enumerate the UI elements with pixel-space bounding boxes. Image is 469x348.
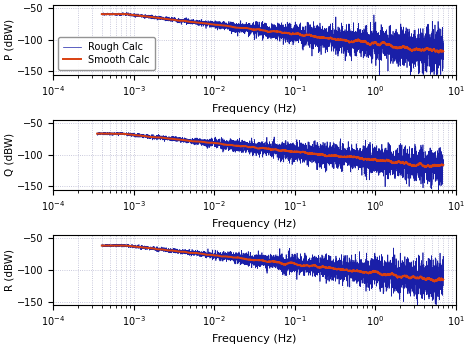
- Rough Calc: [99, 12, 105, 16]
- Y-axis label: P (dBW): P (dBW): [4, 19, 14, 60]
- Smooth Calc: [99, 12, 105, 16]
- Y-axis label: R (dBW): R (dBW): [4, 249, 14, 291]
- Rough Calc: [237, 254, 243, 258]
- Rough Calc: [408, 72, 413, 77]
- Smooth Calc: [248, 145, 253, 149]
- Smooth Calc: [142, 134, 148, 138]
- Smooth Calc: [116, 243, 122, 247]
- Smooth Calc: [237, 256, 243, 260]
- Rough Calc: [436, 188, 441, 192]
- Rough Calc: [272, 148, 278, 152]
- X-axis label: Frequency (Hz): Frequency (Hz): [212, 104, 297, 114]
- Rough Calc: [94, 132, 100, 136]
- Smooth Calc: [340, 268, 345, 272]
- Smooth Calc: [204, 253, 209, 257]
- Rough Calc: [340, 30, 345, 34]
- Smooth Calc: [436, 50, 441, 55]
- Y-axis label: Q (dBW): Q (dBW): [4, 133, 14, 176]
- Smooth Calc: [151, 246, 157, 251]
- Rough Calc: [277, 260, 282, 264]
- Smooth Calc: [204, 21, 209, 25]
- Rough Calc: [100, 11, 106, 15]
- Rough Calc: [130, 13, 136, 17]
- Smooth Calc: [130, 244, 136, 248]
- Smooth Calc: [272, 147, 278, 151]
- Line: Smooth Calc: Smooth Calc: [97, 134, 443, 167]
- Smooth Calc: [297, 150, 303, 154]
- Rough Calc: [116, 242, 122, 246]
- Smooth Calc: [338, 154, 344, 158]
- Rough Calc: [130, 244, 136, 248]
- Rough Calc: [99, 243, 105, 247]
- Rough Calc: [340, 284, 345, 288]
- Smooth Calc: [130, 13, 136, 17]
- Smooth Calc: [277, 261, 282, 265]
- X-axis label: Frequency (Hz): Frequency (Hz): [212, 219, 297, 229]
- Smooth Calc: [440, 163, 446, 167]
- Line: Rough Calc: Rough Calc: [102, 244, 443, 305]
- Rough Calc: [248, 147, 253, 151]
- Line: Rough Calc: Rough Calc: [97, 132, 443, 190]
- Smooth Calc: [440, 49, 446, 53]
- Rough Calc: [415, 303, 420, 307]
- Smooth Calc: [151, 15, 157, 19]
- Line: Smooth Calc: Smooth Calc: [102, 14, 443, 53]
- Smooth Calc: [94, 132, 100, 136]
- Smooth Calc: [277, 30, 282, 34]
- Smooth Calc: [242, 144, 247, 148]
- Rough Calc: [237, 26, 243, 30]
- Smooth Calc: [340, 38, 345, 42]
- Smooth Calc: [100, 132, 106, 136]
- Rough Calc: [105, 130, 110, 134]
- Rough Calc: [440, 42, 446, 46]
- Smooth Calc: [120, 12, 126, 16]
- Rough Calc: [151, 16, 157, 20]
- Rough Calc: [151, 247, 157, 251]
- X-axis label: Frequency (Hz): Frequency (Hz): [212, 334, 297, 344]
- Smooth Calc: [237, 26, 243, 30]
- Line: Rough Calc: Rough Calc: [102, 13, 443, 74]
- Rough Calc: [204, 253, 209, 257]
- Smooth Calc: [99, 244, 105, 248]
- Smooth Calc: [432, 279, 438, 284]
- Rough Calc: [338, 159, 344, 163]
- Line: Smooth Calc: Smooth Calc: [102, 245, 443, 282]
- Rough Calc: [204, 22, 209, 26]
- Smooth Calc: [440, 277, 446, 282]
- Rough Calc: [277, 31, 282, 35]
- Rough Calc: [242, 146, 247, 150]
- Rough Calc: [440, 276, 446, 280]
- Rough Calc: [142, 135, 148, 140]
- Smooth Calc: [422, 165, 427, 169]
- Legend: Rough Calc, Smooth Calc: Rough Calc, Smooth Calc: [58, 37, 155, 70]
- Rough Calc: [297, 154, 303, 158]
- Rough Calc: [440, 160, 446, 165]
